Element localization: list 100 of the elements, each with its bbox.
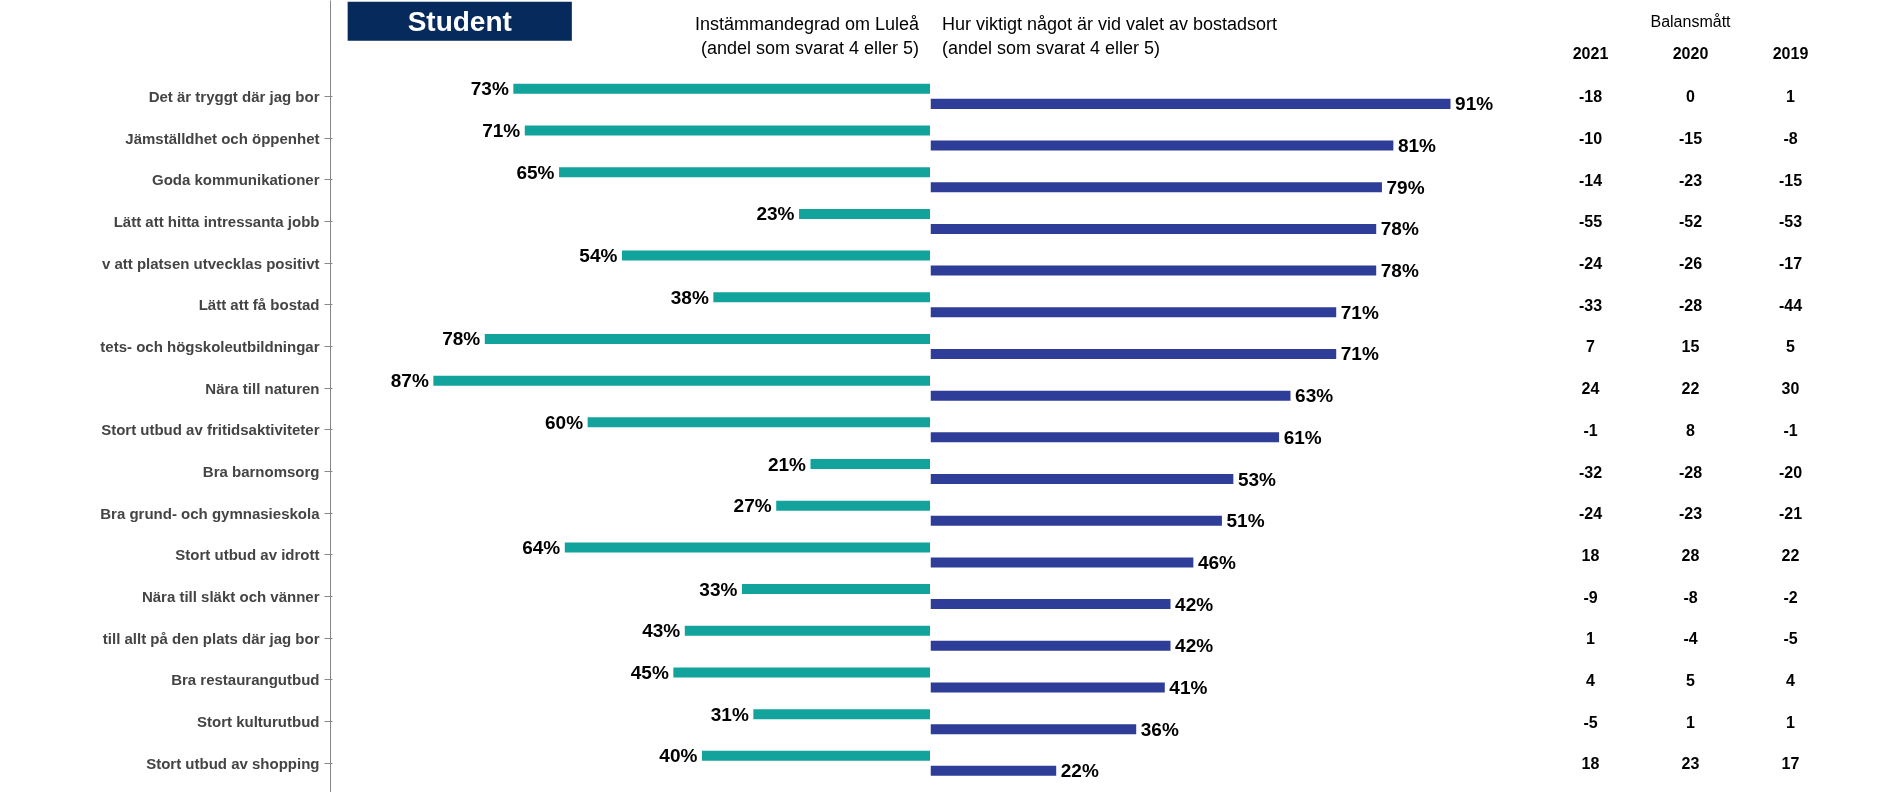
data-label: 5	[1786, 338, 1796, 356]
data-label: -4	[1683, 630, 1698, 648]
data-label: 24	[1581, 380, 1600, 398]
y-tick-label: Jämställdhet och öppenhet	[125, 129, 320, 147]
bar	[930, 223, 1377, 234]
data-label: 1	[1786, 713, 1796, 731]
data-label: 63%	[1295, 385, 1334, 407]
y-tick-label: Bra restaurangutbud	[171, 671, 320, 689]
bar	[930, 307, 1337, 318]
data-label: 15	[1681, 338, 1700, 356]
y-tick-label: Nära till naturen	[205, 379, 320, 397]
data-label: 60%	[545, 411, 584, 433]
bar	[930, 265, 1377, 276]
bar	[930, 515, 1222, 526]
data-label: -15	[1778, 171, 1803, 189]
data-label: 22	[1681, 380, 1700, 398]
data-label: 31%	[710, 703, 749, 725]
data-label: 91%	[1455, 93, 1494, 115]
data-label: -20	[1778, 463, 1803, 481]
data-label: 87%	[390, 370, 429, 392]
bar	[930, 682, 1165, 693]
data-label: -14	[1578, 171, 1603, 189]
data-label: 40%	[659, 745, 698, 767]
y-tick-label: till allt på den plats där jag bor	[102, 629, 320, 647]
bar	[930, 474, 1234, 485]
y-tick-label: Goda kommunikationer	[151, 171, 320, 189]
bar	[799, 208, 930, 219]
data-label: 71%	[482, 120, 521, 142]
data-label: 78%	[1380, 218, 1419, 240]
y-tick-label: Stort utbud av shopping	[146, 754, 320, 772]
bar	[741, 584, 930, 595]
data-label: -26	[1678, 255, 1703, 273]
bar	[930, 98, 1451, 109]
bar	[776, 500, 930, 511]
data-label: 78%	[442, 328, 481, 350]
data-label: 61%	[1283, 426, 1322, 448]
data-label: 51%	[1226, 510, 1265, 532]
data-label: 65%	[516, 161, 555, 183]
data-label: 46%	[1197, 551, 1237, 573]
data-label: -44	[1778, 296, 1803, 314]
chart-title: Student	[407, 5, 512, 37]
bar	[753, 709, 930, 720]
x-tick-label: 2021	[1572, 44, 1609, 62]
bar	[810, 459, 930, 470]
data-label: 23	[1681, 755, 1700, 773]
y-tick-label: v att platsen utvecklas positivt	[101, 254, 320, 272]
bar	[587, 417, 930, 428]
data-label: -21	[1778, 505, 1803, 523]
data-label: 41%	[1169, 676, 1208, 698]
x-tick-label: 2020	[1672, 44, 1709, 62]
data-label: 27%	[733, 495, 772, 517]
data-label: -23	[1678, 505, 1703, 523]
y-tick-label: Lätt att få bostad	[198, 296, 320, 314]
data-label: -2	[1783, 588, 1798, 606]
bar	[930, 640, 1171, 651]
bar	[564, 542, 930, 553]
data-label: 22%	[1060, 760, 1099, 782]
bar	[713, 292, 930, 303]
data-label: 79%	[1386, 176, 1425, 198]
data-label: -8	[1683, 588, 1698, 606]
y-tick-label: Stort utbud av fritidsaktiviteter	[101, 421, 320, 439]
data-label: 54%	[579, 245, 618, 267]
data-label: -28	[1678, 463, 1703, 481]
data-label: 30	[1781, 380, 1800, 398]
data-label: 8	[1686, 421, 1696, 439]
bar	[930, 348, 1337, 359]
bar	[930, 432, 1280, 443]
data-label: 7	[1586, 338, 1596, 356]
data-label: 18	[1581, 546, 1600, 564]
bar	[621, 250, 930, 261]
y-tick-label: Det är tryggt där jag bor	[148, 87, 320, 105]
data-label: -1	[1783, 421, 1798, 439]
y-tick-label: Stort utbud av idrott	[175, 546, 320, 564]
bar	[559, 167, 930, 178]
chart-subtitle: Instämmandegrad om Luleå (andel som svarat 4 eller 5)	[694, 13, 921, 58]
data-label: 33%	[699, 578, 738, 600]
data-label: -52	[1678, 213, 1703, 231]
data-label: -24	[1578, 505, 1603, 523]
data-label: 45%	[630, 661, 669, 683]
bar	[673, 667, 930, 678]
y-tick-label: Lätt att hitta intressanta jobb	[113, 212, 320, 230]
data-label: -18	[1578, 88, 1603, 106]
data-label: -15	[1678, 130, 1703, 148]
data-label: 4	[1786, 671, 1796, 689]
bar	[930, 140, 1394, 151]
data-label: 53%	[1237, 468, 1277, 490]
data-label: -32	[1578, 463, 1603, 481]
data-label: 36%	[1140, 718, 1179, 740]
bar	[513, 83, 930, 94]
data-label: 71%	[1340, 301, 1379, 323]
y-tick-label: tets- och högskoleutbildningar	[100, 337, 320, 355]
chart-title: Balansmått	[1650, 12, 1732, 30]
data-label: -53	[1778, 213, 1803, 231]
data-label: -5	[1783, 630, 1798, 648]
data-label: -28	[1678, 296, 1703, 314]
data-label: 23%	[756, 203, 795, 225]
bar	[930, 182, 1382, 193]
data-label: -23	[1678, 171, 1703, 189]
data-label: -9	[1583, 588, 1598, 606]
bar	[484, 333, 930, 344]
